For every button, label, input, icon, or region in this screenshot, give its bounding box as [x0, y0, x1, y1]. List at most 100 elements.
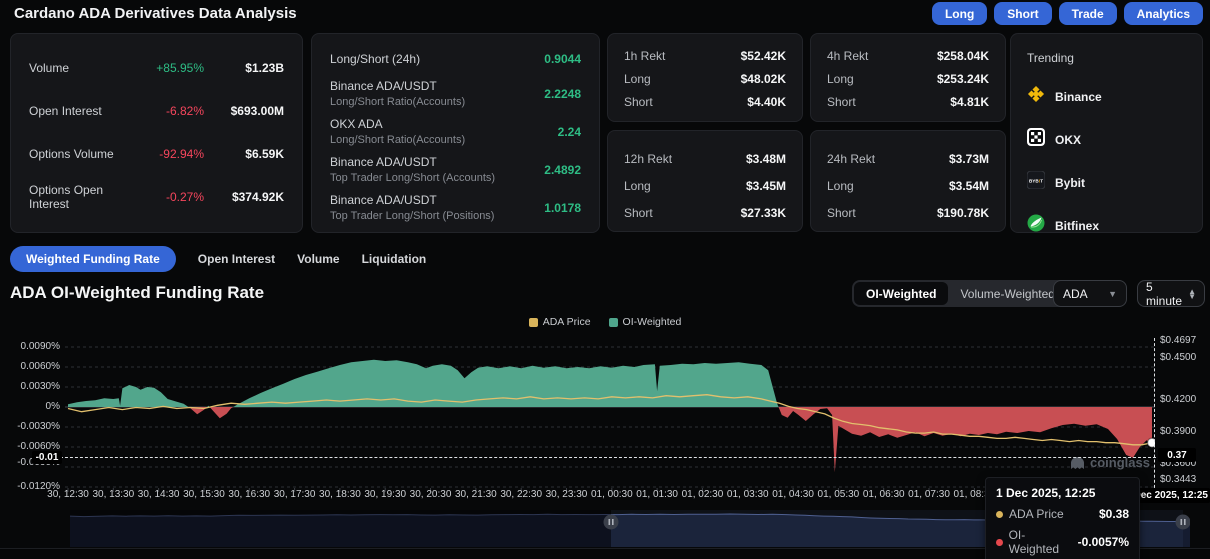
interval-select-value: 5 minute: [1146, 279, 1183, 308]
tab-open-interest[interactable]: Open Interest: [197, 252, 276, 266]
x-axis: 30, 12:30 30, 13:30 30, 14:30 30, 15:30 30, …: [47, 489, 1165, 503]
trade-button[interactable]: Trade: [1058, 2, 1117, 25]
left-axis-tick: -0.0030%: [17, 421, 60, 432]
rekt-long-row: Long $48.02K: [624, 67, 786, 90]
rekt-short-value: $27.33K: [740, 205, 786, 220]
trending-item-label: Bitfinex: [1055, 218, 1100, 233]
rekt-period: 24h Rekt: [827, 151, 876, 166]
ada-price-line: [67, 394, 1153, 446]
ls-value: 2.24: [557, 124, 581, 139]
ls-row: Binance ADA/USDT Long/Short Ratio(Accoun…: [330, 79, 581, 108]
legend-oi-weighted[interactable]: OI-Weighted: [608, 316, 681, 328]
stat-value: $693.00M: [230, 103, 284, 118]
rekt-long-label: Long: [827, 178, 854, 193]
rekt-period: 12h Rekt: [624, 151, 673, 166]
ls-title: OKX ADA: [330, 117, 383, 131]
x-axis-tick: 01, 03:30: [726, 489, 769, 500]
right-axis-tick: $0.4500: [1160, 352, 1197, 363]
tab-liquidation[interactable]: Liquidation: [361, 252, 427, 266]
rekt-short-label: Short: [827, 205, 856, 220]
navigator-handle-right[interactable]: [1175, 514, 1191, 530]
trending-item-binance[interactable]: Binance: [1027, 85, 1186, 108]
trending-item-okx[interactable]: OKX: [1027, 128, 1186, 151]
x-axis-tick: 30, 19:30: [364, 489, 407, 500]
last-price-marker: [1146, 437, 1155, 448]
x-axis-tick: 01, 02:30: [681, 489, 724, 500]
rekt-card-12h: 12h Rekt $3.48M Long $3.45M Short $27.33K: [607, 130, 803, 232]
stepper-icons: ▲ ▼: [1188, 286, 1196, 300]
short-button[interactable]: Short: [994, 2, 1052, 25]
left-axis-tick: -0.0060%: [17, 441, 60, 452]
coinglass-ghost-icon: [1071, 456, 1084, 469]
x-axis-tick: 30, 23:30: [545, 489, 588, 500]
rekt-head: 4h Rekt $258.04K: [827, 44, 989, 67]
left-axis-tick: 0.0030%: [20, 381, 60, 392]
chevron-down-icon: ▼: [1108, 288, 1117, 299]
toggle-volume-weighted[interactable]: Volume-Weighted: [960, 286, 1055, 301]
right-axis-tick: $0.3900: [1160, 426, 1197, 437]
ls-title: Long/Short (24h): [330, 52, 421, 66]
rekt-short-value: $190.78K: [936, 205, 989, 220]
ls-title: Binance ADA/USDT: [330, 155, 437, 169]
left-axis-tick: 0.0090%: [20, 341, 60, 352]
x-axis-tick: 30, 16:30: [228, 489, 271, 500]
stat-value: $6.59K: [245, 146, 284, 161]
right-axis-tick: $0.3443: [1160, 474, 1197, 485]
x-axis-tick: 01, 07:30: [908, 489, 950, 500]
ls-title: Binance ADA/USDT: [330, 79, 437, 93]
crosshair-right-label: 0.37: [1158, 448, 1196, 462]
rekt-period: 4h Rekt: [827, 48, 869, 63]
stat-pct: +85.95%: [156, 60, 204, 75]
trending-title: Trending: [1027, 51, 1074, 65]
rekt-long-label: Long: [624, 71, 651, 86]
weighting-toggle: OI-Weighted Volume-Weighted: [852, 280, 1069, 307]
rekt-short-row: Short $27.33K: [624, 201, 786, 224]
svg-text:BYB!T: BYB!T: [1029, 179, 1043, 184]
rekt-short-label: Short: [827, 94, 856, 109]
x-axis-tick: 30, 13:30: [92, 489, 135, 500]
binance-icon: [1027, 85, 1045, 108]
rekt-head: 24h Rekt $3.73M: [827, 147, 989, 170]
rekt-card-1h: 1h Rekt $52.42K Long $48.02K Short $4.40K: [607, 33, 803, 122]
tooltip-series-value: -0.0057%: [1077, 535, 1129, 549]
stat-row-options-open-interest: Options Open Interest -0.27% $374.92K: [29, 175, 284, 218]
stat-value: $1.23B: [245, 60, 284, 75]
long-button[interactable]: Long: [931, 2, 988, 25]
navigator-unselected-mask: [70, 510, 611, 547]
tab-volume[interactable]: Volume: [297, 252, 340, 266]
funding-rate-chart[interactable]: [65, 338, 1155, 505]
interval-select[interactable]: 5 minute ▲ ▼: [1137, 279, 1205, 308]
rekt-short-label: Short: [624, 94, 653, 109]
rekt-long-label: Long: [827, 71, 854, 86]
chevron-up-icon: ▲: [1188, 286, 1196, 296]
symbol-select[interactable]: ADA ▼: [1053, 280, 1127, 307]
ls-row: OKX ADA Long/Short Ratio(Accounts) 2.24: [330, 117, 581, 146]
rekt-short-value: $4.40K: [747, 94, 786, 109]
ls-title: Binance ADA/USDT: [330, 193, 437, 207]
crosshair-left-label: -0.01: [32, 451, 62, 464]
x-axis-tick: 30, 15:30: [183, 489, 225, 500]
bitfinex-icon: [1027, 214, 1045, 237]
trending-item-bybit[interactable]: BYB!T Bybit: [1026, 170, 1186, 194]
legend-ada-price[interactable]: ADA Price: [528, 316, 591, 328]
tooltip-series-name: ADA Price: [1009, 507, 1064, 521]
rekt-long-row: Long $3.54M: [827, 174, 989, 197]
rekt-total: $3.73M: [948, 151, 989, 166]
tab-weighted-funding-rate[interactable]: Weighted Funding Rate: [10, 246, 176, 272]
x-axis-tick: 30, 14:30: [137, 489, 180, 500]
stat-label: Options Open Interest: [29, 182, 104, 211]
chart-legend: ADA Price OI-Weighted: [0, 316, 1210, 328]
trending-item-bitfinex[interactable]: Bitfinex: [1027, 214, 1186, 237]
navigator-handle-left[interactable]: [603, 514, 619, 530]
stat-row-volume: Volume +85.95% $1.23B: [29, 46, 284, 89]
analytics-button[interactable]: Analytics: [1123, 2, 1203, 25]
toggle-oi-weighted[interactable]: OI-Weighted: [854, 282, 949, 305]
chart-tabs: Weighted Funding Rate Open Interest Volu…: [10, 246, 426, 272]
rekt-head: 1h Rekt $52.42K: [624, 44, 786, 67]
symbol-select-value: ADA: [1063, 286, 1088, 301]
rekt-long-value: $48.02K: [740, 71, 786, 86]
bottom-bar: [0, 548, 1210, 559]
rekt-card-4h: 4h Rekt $258.04K Long $253.24K Short $4.81K: [810, 33, 1006, 122]
rekt-total: $52.42K: [740, 48, 786, 63]
